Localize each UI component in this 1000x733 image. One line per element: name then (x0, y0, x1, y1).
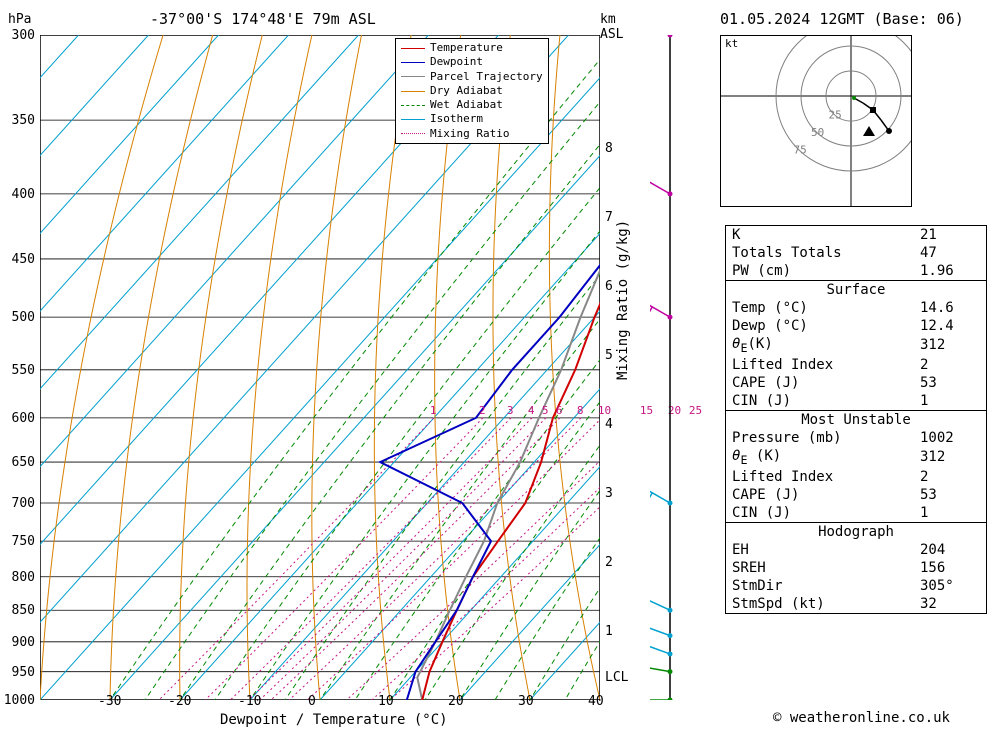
legend: TemperatureDewpointParcel TrajectoryDry … (395, 38, 549, 144)
index-k-value: 21 (914, 226, 986, 244)
y-axis-left-label: hPa (8, 12, 31, 27)
legend-item: Dewpoint (401, 55, 543, 69)
index-k-label: K (726, 226, 914, 244)
legend-item: Isotherm (401, 112, 543, 126)
section-surface: Surface (726, 281, 986, 300)
index-pw-value: 1.96 (914, 262, 986, 281)
index-tt-value: 47 (914, 244, 986, 262)
copyright: © weatheronline.co.uk (773, 710, 950, 726)
hodograph: 25 50 75 (720, 35, 912, 207)
section-most-unstable: Most Unstable (726, 410, 986, 429)
svg-text:25: 25 (829, 109, 842, 122)
y-axis-right-label: km (600, 12, 616, 27)
svg-text:75: 75 (794, 144, 807, 157)
location-title: -37°00'S 174°48'E 79m ASL (150, 10, 376, 28)
y-axis-right-label2: ASL (600, 27, 623, 42)
x-axis-label: Dewpoint / Temperature (°C) (220, 712, 448, 728)
legend-item: Parcel Trajectory (401, 70, 543, 84)
legend-item: Dry Adiabat (401, 84, 543, 98)
mixing-ratio-label: Mixing Ratio (g/kg) (615, 220, 631, 380)
section-hodograph: Hodograph (726, 522, 986, 541)
datetime-title: 01.05.2024 12GMT (Base: 06) (720, 10, 964, 28)
svg-text:50: 50 (811, 126, 824, 139)
indices-panel: K21 Totals Totals47 PW (cm)1.96 Surface … (725, 225, 987, 614)
wind-barb-column (650, 35, 695, 700)
legend-item: Mixing Ratio (401, 127, 543, 141)
index-tt-label: Totals Totals (726, 244, 914, 262)
legend-item: Temperature (401, 41, 543, 55)
index-pw-label: PW (cm) (726, 262, 914, 281)
legend-item: Wet Adiabat (401, 98, 543, 112)
chart-container: -37°00'S 174°48'E 79m ASL 01.05.2024 12G… (0, 0, 1000, 733)
